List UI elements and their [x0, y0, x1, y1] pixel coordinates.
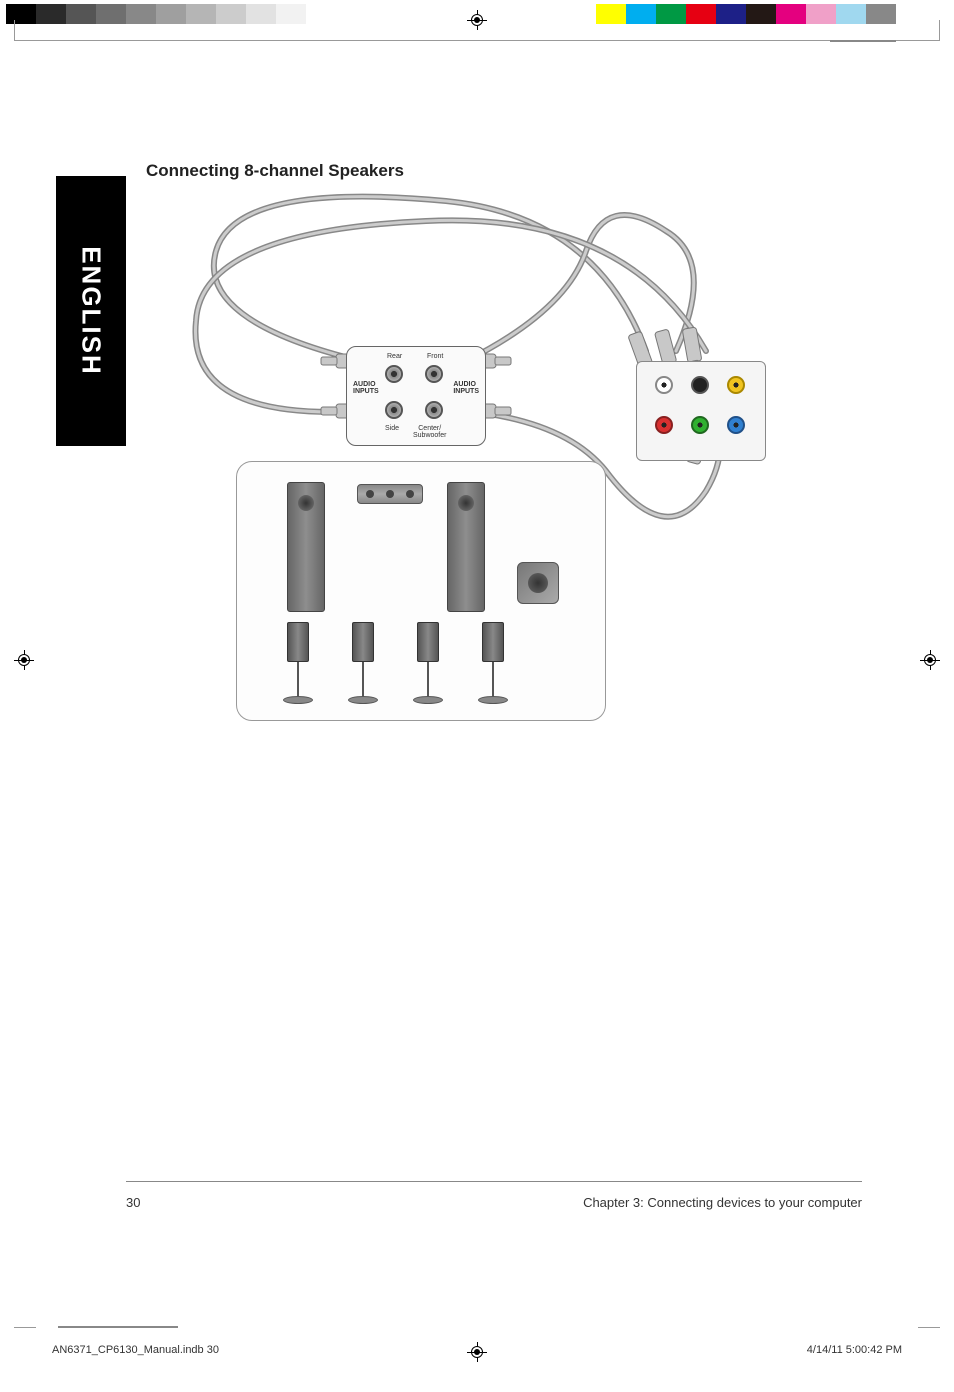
chapter-title: Chapter 3: Connecting devices to your co…: [583, 1195, 862, 1210]
language-tab: ENGLISH: [56, 176, 126, 446]
pc-audio-jack: [727, 416, 745, 434]
pc-audio-jack: [691, 376, 709, 394]
audio-inputs-label-right: AUDIO INPUTS: [453, 381, 479, 395]
speaker-stand: [492, 662, 494, 698]
satellite-speaker: [352, 622, 374, 662]
jack-label-rear: Rear: [387, 353, 402, 360]
jack-label-front: Front: [427, 353, 443, 360]
registration-mark-bottom: [467, 1342, 487, 1362]
speaker-stand: [362, 662, 364, 698]
satellite-speaker: [287, 622, 309, 662]
trim-mark: [58, 1326, 178, 1328]
crop-tick: [14, 1327, 36, 1328]
registration-mark-left: [14, 650, 34, 670]
pc-audio-jack: [655, 416, 673, 434]
crop-tick: [918, 1327, 940, 1328]
language-tab-label: ENGLISH: [76, 246, 107, 376]
audio-input-panel: Rear Front AUDIO INPUTS AUDIO INPUTS Sid…: [346, 346, 486, 446]
jack-side: [385, 401, 403, 419]
jack-front: [425, 365, 443, 383]
pc-io-panel: [636, 361, 766, 461]
speaker-stand: [427, 662, 429, 698]
speaker-stand: [297, 662, 299, 698]
front-tower-left: [287, 482, 325, 612]
jack-label-center: Center/ Subwoofer: [413, 425, 446, 439]
pc-audio-jack: [655, 376, 673, 394]
pc-audio-jack: [727, 376, 745, 394]
jack-rear: [385, 365, 403, 383]
center-speaker: [357, 484, 423, 504]
page-number: 30: [126, 1195, 140, 1210]
color-bars: [596, 4, 896, 24]
speaker-base: [283, 696, 313, 704]
speaker-base: [478, 696, 508, 704]
satellite-speaker: [482, 622, 504, 662]
registration-mark-right: [920, 650, 940, 670]
trim-mark: [830, 40, 896, 42]
source-file-name: AN6371_CP6130_Manual.indb 30: [52, 1344, 219, 1356]
audio-inputs-label-left: AUDIO INPUTS: [353, 381, 379, 395]
front-tower-right: [447, 482, 485, 612]
satellite-speaker: [417, 622, 439, 662]
grayscale-bars: [6, 4, 336, 24]
jack-label-side: Side: [385, 425, 399, 432]
footer-rule: [126, 1181, 862, 1182]
subwoofer: [517, 562, 559, 604]
speaker-system: [236, 461, 606, 721]
print-timestamp: 4/14/11 5:00:42 PM: [807, 1344, 902, 1356]
registration-mark-top: [467, 10, 487, 30]
pc-audio-jack: [691, 416, 709, 434]
section-heading: Connecting 8-channel Speakers: [146, 161, 404, 181]
page-content: ENGLISH Connecting 8-channel Speakers: [36, 46, 918, 1322]
connection-diagram: Rear Front AUDIO INPUTS AUDIO INPUTS Sid…: [146, 191, 786, 721]
speaker-base: [413, 696, 443, 704]
jack-center-sub: [425, 401, 443, 419]
crop-line: [14, 40, 940, 41]
speaker-base: [348, 696, 378, 704]
